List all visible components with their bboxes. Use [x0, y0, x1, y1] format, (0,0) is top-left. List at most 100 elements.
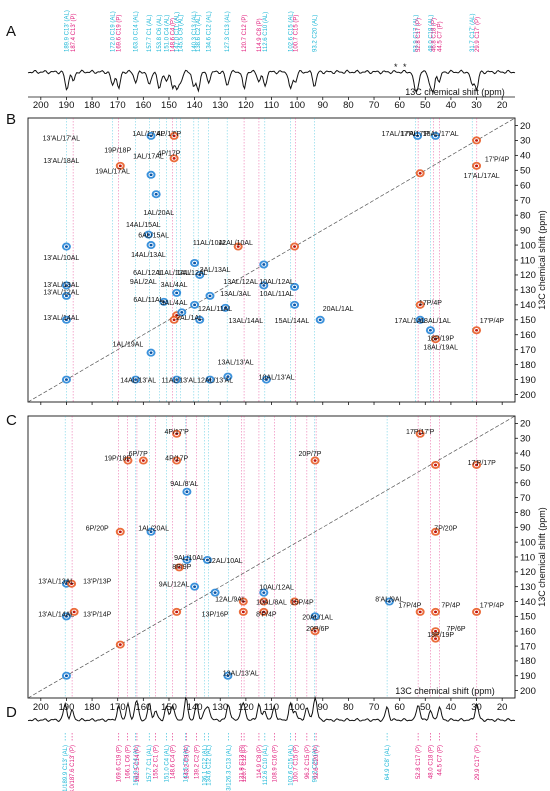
peak-core [64, 318, 68, 322]
y-tick-label: 50 [520, 463, 531, 474]
header-label-d: 120.7 C12 (P) [242, 745, 248, 782]
peak-core [149, 134, 153, 138]
peak-core [262, 263, 266, 266]
peak-core [475, 463, 479, 467]
peak-core [149, 173, 153, 177]
peak-core [208, 294, 212, 298]
peak-core [198, 273, 202, 277]
cross-peak-label: 6P/20P [86, 525, 109, 532]
peak-core [318, 318, 322, 322]
peak-core [434, 637, 438, 640]
cross-peak-label: 15AL/14AL [275, 318, 310, 325]
x-tick-label: 150 [161, 702, 177, 713]
header-label-a: 100.7 C15 (P) [293, 15, 299, 52]
x-tick-label: 40 [446, 702, 457, 713]
panel-label-c: C [6, 412, 17, 429]
header-label-a: 134.6 C12 (AL) [206, 11, 212, 52]
cross-peak-label: 17'P/17P [468, 460, 497, 467]
peak-core [141, 459, 145, 462]
asterisk-mark: * [403, 62, 407, 72]
cross-peak-label: 13'P/13P [83, 579, 112, 586]
y-tick-label: 170 [520, 345, 536, 356]
peak-core [180, 311, 184, 314]
panel-a-tick-label: 90 [317, 100, 328, 111]
cross-peak-label: 1AL/20AL [143, 210, 174, 217]
cross-peak-label: 13AL/3AL [220, 291, 251, 298]
cross-peak-label: 13'AL/14AL [38, 611, 74, 618]
cross-peak-label: 6AL/12AL [133, 270, 164, 277]
cross-peak-label: 8P/9P [172, 564, 191, 571]
header-label-d: 112.6 C10 (AL) [263, 745, 269, 785]
y-tick-label: 70 [520, 493, 531, 504]
header-label-d: 155.2 C1 (P) [154, 745, 160, 779]
header-label-d: 148.6 C4 (P) [171, 745, 177, 779]
peak-core [236, 245, 240, 248]
peak-core [418, 432, 422, 436]
header-label-a: 112.6 C10 (AL) [263, 12, 269, 52]
y-tick-label: 20 [520, 419, 531, 430]
peak-core [213, 591, 217, 594]
cross-peak-label: 9AL/2AL [130, 279, 157, 286]
x-tick-label: 70 [369, 702, 380, 713]
cross-peak-label: 4P/17P [157, 150, 180, 157]
cross-peak-label: 12AL/13'AL [197, 378, 233, 385]
y-tick-label: 90 [520, 225, 531, 236]
header-label-a: 31.7 C17' (AL) [470, 13, 476, 52]
panel-a-tick-label: 190 [59, 100, 75, 111]
cross-peak-label: 10AL/12AL [259, 585, 294, 592]
header-label-a: 145.5 C9 (AL) [179, 15, 185, 52]
x-tick-label: 20 [497, 702, 508, 713]
y-tick-label: 130 [520, 582, 536, 593]
cross-peak-label: 17AL/1AL [395, 318, 426, 325]
header-label-d: 121.8 C13 (P) [239, 745, 245, 782]
panel-a-tick-label: 200 [33, 100, 49, 111]
peak-core [313, 629, 317, 633]
cross-peak-label: 14AL/15AL [126, 222, 161, 229]
header-label-d: 52.8 C17 (P) [416, 745, 422, 779]
cross-peak-label: 8'P/4P [256, 611, 277, 618]
cross-peak-label: 14AL/13AL [131, 252, 166, 259]
x-tick-label: 140 [187, 702, 203, 713]
y-tick-label: 140 [520, 597, 536, 608]
peak-core [293, 245, 297, 248]
peak-core [226, 674, 230, 678]
x-tick-label: 120 [238, 702, 254, 713]
cross-peak-label: 12AL/10AL [218, 240, 253, 247]
cross-peak-label: 13'AL/14AL [43, 315, 79, 322]
header-label-a: 140.3 C13 (AL) [192, 11, 198, 52]
panel-d-spectrum [27, 695, 516, 742]
cross-peak-label: 13AL/14AL [229, 318, 264, 325]
peak-core [64, 245, 68, 248]
y-tick-label: 20 [520, 121, 531, 132]
cross-peak-label: 20P/6P [306, 626, 329, 633]
x-tick-label: 200 [33, 702, 49, 713]
header-label-d: 92.6 C20 (P) [314, 745, 320, 779]
peak-core [118, 530, 122, 534]
cross-peak-label: 7P/6P [447, 626, 466, 633]
cross-peak-label: 6AL/15AL [138, 233, 169, 240]
y-tick-label: 40 [520, 151, 531, 162]
peak-core [175, 314, 179, 317]
cross-peak-label: 14AL/13'AL [120, 378, 156, 385]
cross-peak-label: 3AL/13AL [200, 267, 231, 274]
header-label-a: 120.7 C12 (P) [242, 15, 248, 52]
cross-peak-label: 17'AL/17AL [464, 173, 500, 180]
header-label-d: 169.6 C19 (P) [117, 745, 123, 782]
cross-peak-label: 8'AL/9AL [375, 597, 403, 604]
panel-a-tick-label: 150 [161, 100, 177, 111]
cross-peak-label: 17'P/4P [485, 156, 510, 163]
y-tick-label: 200 [520, 686, 536, 697]
header-label-a: 114.9 C8 (P) [257, 18, 263, 52]
header-label-d: 163.0 C14 (AL) [134, 745, 140, 786]
peak-core [134, 378, 138, 381]
panel-a-tick-label: 70 [369, 100, 380, 111]
peak-core [418, 610, 422, 614]
peak-core [172, 134, 176, 138]
x-tick-label: 60 [394, 702, 405, 713]
cross-peak-label: 17P/4P [398, 602, 421, 609]
peak-core [149, 351, 153, 354]
cross-peak-label: 13'P/14P [83, 611, 112, 618]
peak-core [293, 600, 297, 603]
y-tick-label: 110 [520, 552, 535, 563]
